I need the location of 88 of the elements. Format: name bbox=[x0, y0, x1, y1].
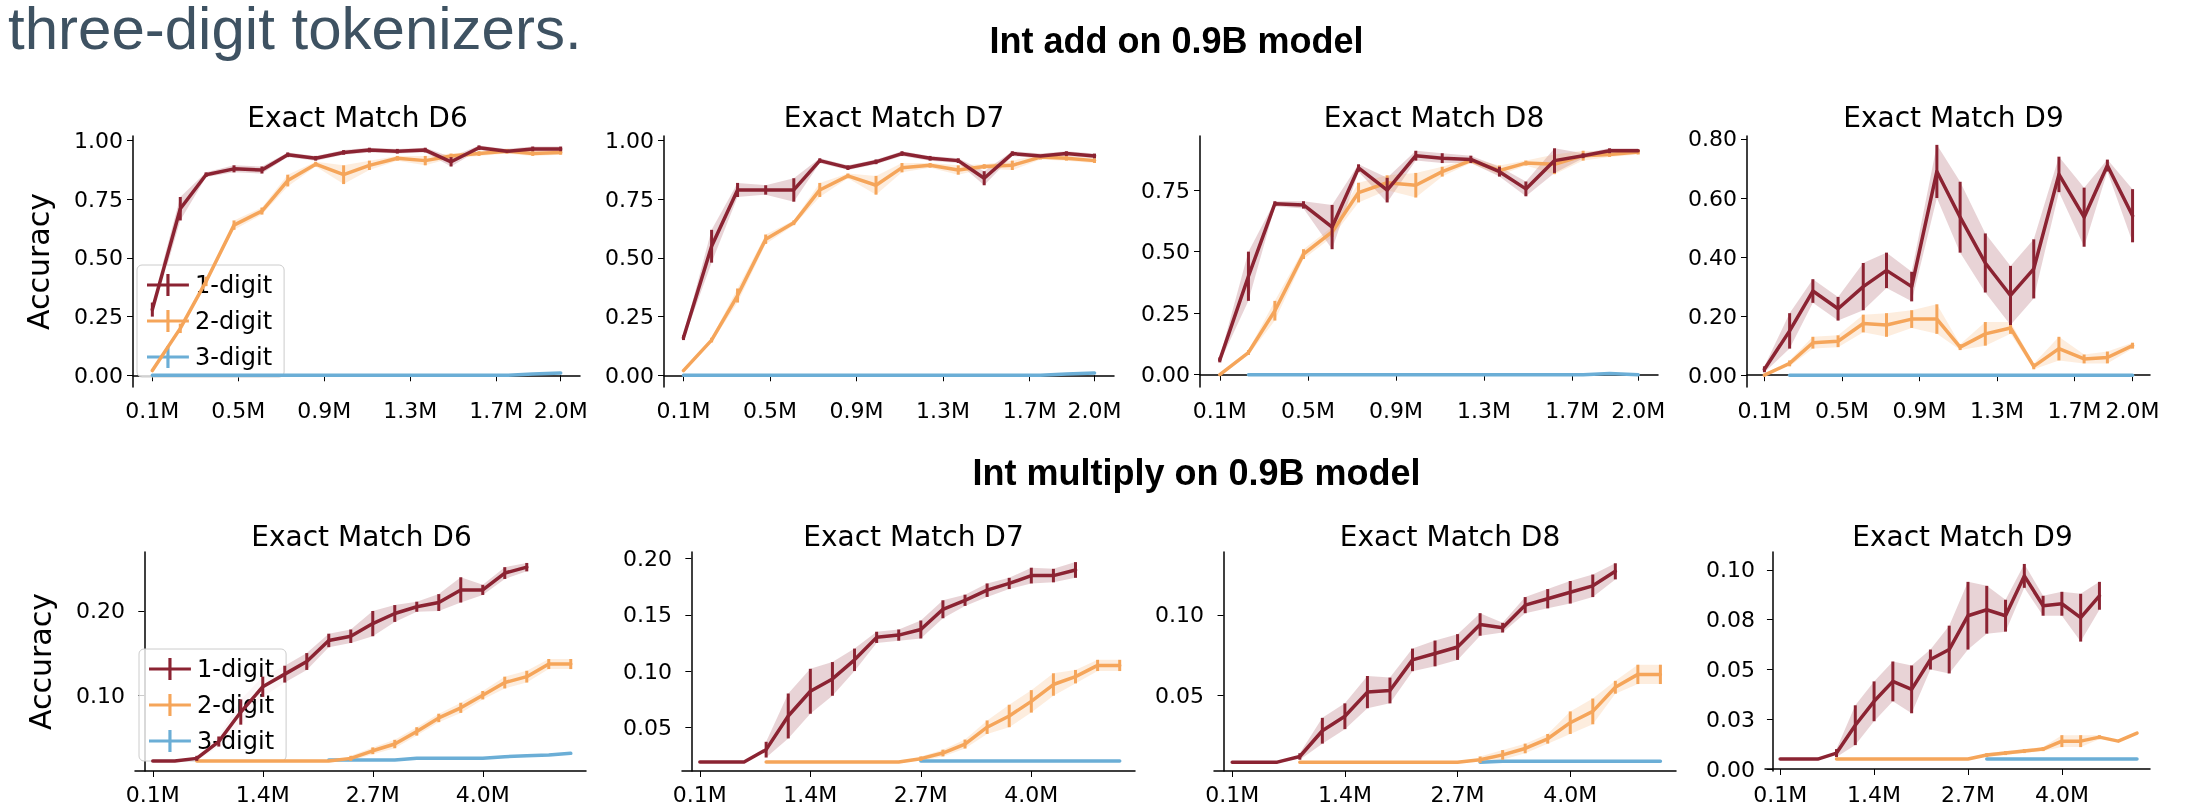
y-axis-title: Accuracy bbox=[22, 593, 58, 730]
x-tick-label: 2.0M bbox=[1067, 397, 1122, 423]
y-tick-label: 0.50 bbox=[74, 245, 123, 271]
chart-title: Exact Match D9 bbox=[1852, 519, 2073, 553]
x-tick-label: 0.5M bbox=[743, 397, 797, 423]
chart-title: Exact Match D7 bbox=[783, 100, 1005, 134]
y-tick-label: 0.75 bbox=[1141, 177, 1190, 203]
y-tick-label: 1.00 bbox=[605, 128, 654, 154]
x-tick-label: 0.1M bbox=[672, 781, 727, 806]
x-tick-label: 0.1M bbox=[125, 781, 180, 806]
y-tick-label: 0.75 bbox=[74, 186, 123, 212]
y-tick-label: 0.03 bbox=[1706, 706, 1755, 732]
y-tick-label: 0.20 bbox=[76, 598, 125, 624]
legend-label: 2-digit bbox=[194, 307, 273, 335]
x-tick-label: 0.1M bbox=[125, 397, 180, 423]
chart-title: Exact Match D8 bbox=[1323, 100, 1545, 134]
x-tick-label: 0.9M bbox=[829, 397, 884, 423]
y-tick-label: 0.75 bbox=[605, 186, 654, 212]
x-tick-label: 1.7M bbox=[2047, 397, 2102, 423]
legend-label: 1-digit bbox=[196, 655, 275, 683]
y-tick-label: 0.25 bbox=[74, 304, 123, 330]
y-tick-label: 0.05 bbox=[1706, 656, 1755, 682]
y-tick-label: 0.15 bbox=[623, 602, 672, 628]
x-tick-label: 2.0M bbox=[533, 397, 588, 423]
x-tick-label: 1.4M bbox=[235, 781, 290, 806]
y-tick-label: 0.50 bbox=[1141, 239, 1190, 265]
x-tick-label: 0.1M bbox=[1192, 397, 1247, 423]
x-tick-label: 0.5M bbox=[1814, 397, 1869, 423]
y-tick-label: 0.00 bbox=[605, 362, 654, 388]
x-tick-label: 0.1M bbox=[1753, 781, 1808, 806]
y-tick-label: 0.25 bbox=[1141, 300, 1190, 326]
x-tick-label: 0.5M bbox=[211, 397, 266, 423]
x-tick-label: 2.7M bbox=[345, 781, 400, 806]
x-tick-label: 4.0M bbox=[455, 781, 510, 806]
x-tick-label: 1.7M bbox=[1545, 397, 1600, 423]
x-tick-label: 1.7M bbox=[1002, 397, 1057, 423]
chart-title: Exact Match D6 bbox=[247, 100, 468, 134]
text: three-digit tokenizers. bbox=[8, 0, 582, 62]
y-axis-title: Accuracy bbox=[20, 193, 56, 330]
y-tick-label: 0.00 bbox=[74, 362, 123, 388]
y-tick-label: 0.00 bbox=[1141, 362, 1190, 388]
y-tick-label: 0.00 bbox=[1706, 756, 1755, 782]
y-tick-label: 0.10 bbox=[76, 682, 125, 708]
x-tick-label: 1.4M bbox=[783, 781, 838, 806]
x-tick-label: 1.3M bbox=[1457, 397, 1512, 423]
x-tick-label: 1.4M bbox=[1317, 781, 1372, 806]
y-tick-label: 0.40 bbox=[1688, 244, 1737, 270]
x-tick-label: 4.0M bbox=[1004, 781, 1059, 806]
legend-label: 3-digit bbox=[194, 343, 273, 371]
x-tick-label: 1.4M bbox=[1847, 781, 1902, 806]
x-tick-label: 0.9M bbox=[1892, 397, 1947, 423]
text: Int multiply on 0.9B model bbox=[971, 452, 1422, 494]
y-tick-label: 0.50 bbox=[605, 245, 654, 271]
chart-title: Exact Match D9 bbox=[1843, 100, 2064, 134]
y-tick-label: 0.05 bbox=[1155, 682, 1204, 708]
x-tick-label: 2.7M bbox=[1940, 781, 1995, 806]
y-tick-label: 0.10 bbox=[623, 658, 672, 684]
y-tick-label: 0.25 bbox=[605, 304, 654, 330]
x-tick-label: 0.5M bbox=[1280, 397, 1335, 423]
x-tick-label: 0.9M bbox=[297, 397, 352, 423]
x-tick-label: 0.1M bbox=[1205, 781, 1260, 806]
y-tick-label: 0.00 bbox=[1688, 362, 1737, 388]
x-tick-label: 4.0M bbox=[2034, 781, 2089, 806]
x-tick-label: 2.7M bbox=[893, 781, 948, 806]
chart-title: Exact Match D7 bbox=[803, 519, 1024, 553]
x-tick-label: 1.7M bbox=[469, 397, 524, 423]
y-tick-label: 0.60 bbox=[1688, 185, 1737, 211]
x-tick-label: 0.1M bbox=[1737, 397, 1792, 423]
x-tick-label: 2.7M bbox=[1430, 781, 1485, 806]
x-tick-label: 1.3M bbox=[383, 397, 438, 423]
chart-title: Exact Match D8 bbox=[1339, 519, 1561, 553]
y-tick-label: 0.80 bbox=[1688, 126, 1737, 152]
x-tick-label: 0.9M bbox=[1368, 397, 1423, 423]
chart-title: Exact Match D6 bbox=[251, 519, 472, 553]
x-tick-label: 1.3M bbox=[916, 397, 971, 423]
y-tick-label: 0.10 bbox=[1706, 557, 1755, 583]
x-tick-label: 2.0M bbox=[2105, 397, 2160, 423]
y-tick-label: 0.20 bbox=[623, 546, 672, 572]
x-tick-label: 0.1M bbox=[656, 397, 711, 423]
y-tick-label: 1.00 bbox=[74, 128, 123, 154]
y-tick-label: 0.05 bbox=[623, 714, 672, 740]
text: Int add on 0.9B model bbox=[989, 20, 1364, 61]
y-tick-label: 0.08 bbox=[1706, 607, 1755, 633]
y-tick-label: 0.10 bbox=[1155, 602, 1204, 628]
x-tick-label: 1.3M bbox=[1969, 397, 2024, 423]
y-tick-label: 0.20 bbox=[1688, 303, 1737, 329]
x-tick-label: 2.0M bbox=[1611, 397, 1666, 423]
x-tick-label: 4.0M bbox=[1543, 781, 1598, 806]
